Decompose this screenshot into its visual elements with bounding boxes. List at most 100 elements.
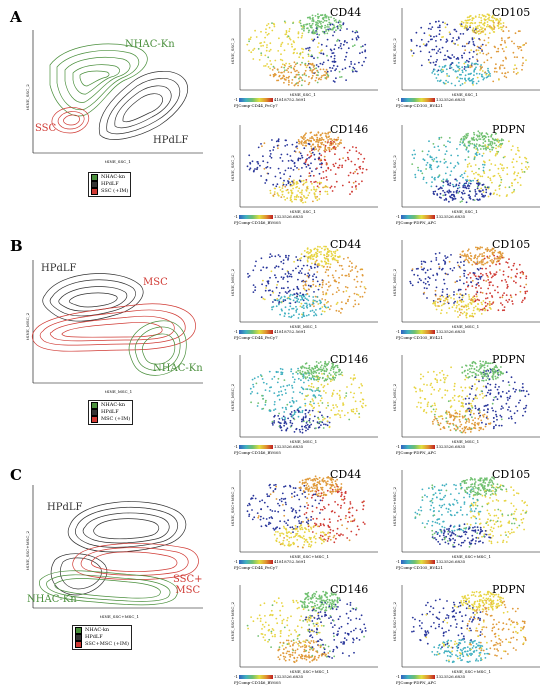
contour-plot-c: HPdLF SSC+ MSC NHAC-Kn tSNE_SSC+MSC_1 tS…	[25, 480, 205, 630]
marker-ylab: tSNE_SSC_2	[392, 155, 397, 181]
label-red-a: SSC	[35, 123, 56, 134]
scale-min: -1	[234, 329, 238, 334]
axis-lines	[402, 240, 540, 322]
scale-label: FJComp-CD105_BV421	[396, 103, 465, 108]
marker-title: PDPN	[492, 353, 525, 366]
marker-ylab: tSNE_SSC+MSC_2	[392, 487, 397, 526]
scale-label: FJComp-CD44_PeCy7	[234, 335, 306, 340]
ylab-c: tSNE_SSC+MSC_2	[25, 531, 30, 570]
label-green-c: NHAC-Kn	[27, 594, 77, 605]
scale-max: 1323526.6835	[274, 214, 303, 219]
legend-red-b: MSC (+IM)	[101, 416, 130, 423]
marker-title: CD44	[330, 238, 361, 251]
contour-plot-a: NHAC-Kn HPdLF SSC tSNE_SSC_1 tSNE_SSC_2	[25, 25, 205, 175]
scatter-points	[250, 361, 367, 434]
panel-letter-b: B	[10, 237, 23, 255]
marker-ylab: tSNE_SSC+MSC_2	[392, 602, 397, 641]
color-scale-bar	[401, 330, 435, 334]
swatch-green-c	[75, 627, 82, 634]
legend-black-c: HPdLF	[85, 634, 103, 641]
legend-green-b: NHAC-kn	[101, 402, 125, 409]
marker-title: CD44	[330, 6, 361, 19]
marker-title: PDPN	[492, 583, 525, 596]
scale-min: -1	[396, 674, 400, 679]
axis-lines	[240, 470, 378, 552]
scale-max: 1323526.6835	[436, 444, 465, 449]
scatter-points	[247, 475, 366, 548]
scatter-points	[414, 360, 530, 433]
scale-min: -1	[234, 444, 238, 449]
marker-ylab: tSNE_SSC_2	[230, 38, 235, 64]
marker-ylab: tSNE_MSC_2	[230, 384, 235, 411]
color-scale-bar	[401, 560, 435, 564]
legend-green-c: NHAC-kn	[85, 627, 109, 634]
scale-label: FJComp-CD105_BV421	[396, 335, 465, 340]
scale-min: -1	[396, 97, 400, 102]
swatch-red-b	[91, 416, 98, 423]
marker-title: CD105	[492, 238, 530, 251]
swatch-black-b	[91, 409, 98, 416]
scale-min: -1	[396, 329, 400, 334]
xlab-a: tSNE_SSC_1	[105, 159, 131, 164]
legend-black-b: HPdLF	[101, 409, 119, 416]
label-green-b: NHAC-Kn	[153, 363, 203, 374]
scatter-points	[247, 131, 368, 203]
marker-ylab: tSNE_SSC+MSC_2	[230, 602, 235, 641]
scale-min: -1	[234, 214, 238, 219]
marker-ylab: tSNE_SSC_2	[230, 155, 235, 181]
scale-max: 41818752.5691	[274, 329, 306, 334]
scale-max: 1323526.6835	[436, 214, 465, 219]
color-scale-bar	[239, 215, 273, 219]
ylab-b: tSNE_MSC_2	[25, 313, 30, 340]
color-scale-bar	[239, 445, 273, 449]
scatter-points	[409, 246, 528, 318]
axis-lines	[402, 355, 540, 437]
label-red-b: MSC	[143, 277, 168, 288]
scatter-points	[410, 13, 527, 86]
scale-max: 41818752.5691	[274, 97, 306, 102]
scale-max: 1323526.6835	[436, 674, 465, 679]
ylab-a: tSNE_SSC_2	[25, 84, 30, 110]
color-scale-bar	[401, 98, 435, 102]
black-contours-a	[99, 71, 187, 139]
color-scale-bar	[401, 215, 435, 219]
scale-label: FJComp-CD146_BV605	[234, 220, 303, 225]
scale-min: -1	[396, 444, 400, 449]
marker-title: CD44	[330, 468, 361, 481]
xlab-b: tSNE_MSC_1	[105, 389, 132, 394]
scale-max: 41818752.5691	[274, 559, 306, 564]
scatter-points	[247, 246, 367, 319]
marker-ylab: tSNE_SSC_2	[392, 38, 397, 64]
scatter-points	[246, 13, 366, 86]
marker-title: PDPN	[492, 123, 525, 136]
label-black-a: HPdLF	[153, 135, 188, 146]
black-contours-b	[43, 274, 143, 322]
swatch-black-a	[91, 181, 98, 188]
color-scale-bar	[401, 445, 435, 449]
scale-max: 1323526.6835	[274, 444, 303, 449]
scale-label: FJComp-CD146_BV605	[234, 450, 303, 455]
marker-ylab: tSNE_MSC_2	[230, 269, 235, 296]
scale-max: 1323526.6835	[436, 97, 465, 102]
legend-b: NHAC-kn HPdLF MSC (+IM)	[88, 400, 133, 425]
legend-black-a: HPdLF	[101, 181, 119, 188]
xlab-c: tSNE_SSC+MSC_1	[100, 614, 139, 619]
marker-title: CD146	[330, 583, 368, 596]
scale-label: FJComp-CD105_BV421	[396, 565, 465, 570]
marker-title: CD105	[492, 6, 530, 19]
